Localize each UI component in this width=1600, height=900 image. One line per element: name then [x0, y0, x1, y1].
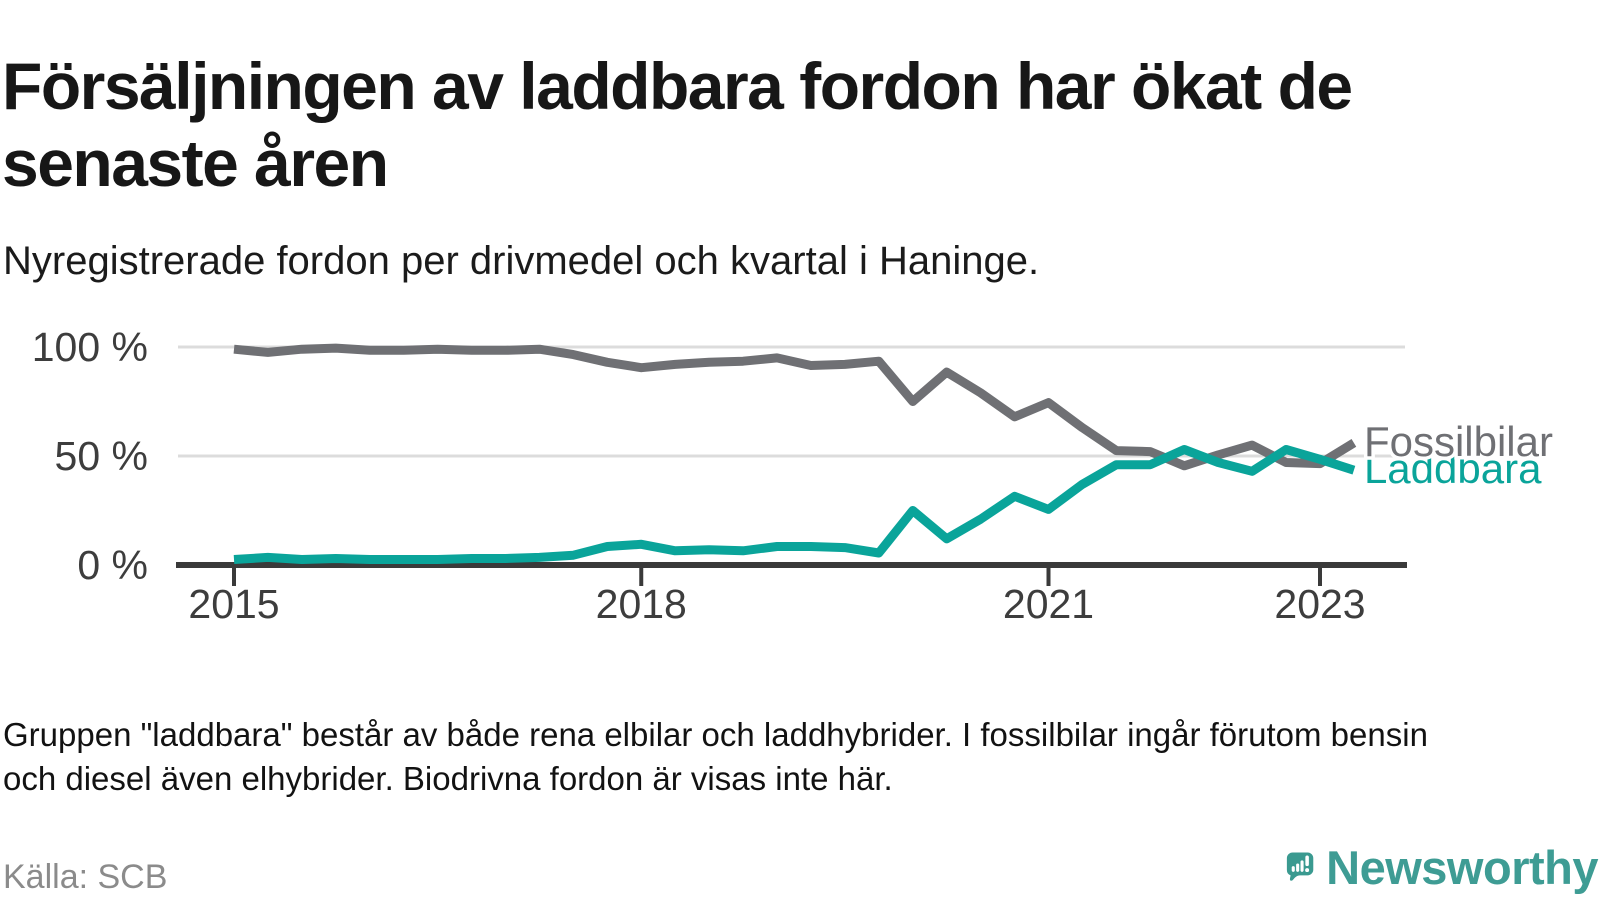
bar-1 [1291, 866, 1295, 872]
chart-footnote: Gruppen "laddbara" består av både rena e… [3, 716, 1428, 797]
y-axis-tick-label-50: 50 % [55, 433, 148, 479]
brand-name: Newsworthy [1326, 840, 1598, 894]
x-axis-tick-label-2021: 2021 [1003, 581, 1094, 627]
series-line-laddbara [233, 445, 1356, 564]
source-label: Källa: SCB [3, 858, 168, 896]
y-axis-tick-label-100: 100 % [32, 324, 148, 370]
exclamation-bar [1305, 855, 1309, 867]
speech-bubble-shape [1286, 852, 1314, 881]
bar-2 [1296, 863, 1300, 872]
chart-subtitle: Nyregistrerade fordon per drivmedel och … [3, 239, 1040, 283]
series-label-fossilbilar: Fossilbilar [1364, 418, 1553, 465]
chart-title: Försäljningen av laddbara fordon har öka… [2, 49, 1353, 201]
x-axis-tick-label-2018: 2018 [596, 581, 687, 627]
y-axis-tick-label-0: 0 % [77, 542, 148, 588]
brand-logo: Newsworthy [1286, 834, 1598, 900]
bar-3 [1300, 860, 1304, 872]
x-axis-tick-label-2023: 2023 [1274, 581, 1365, 627]
exclamation-dot [1305, 868, 1310, 873]
newsworthy-speech-bubble-bar-chart-icon [1286, 852, 1314, 881]
x-axis-tick-label-2015: 2015 [188, 581, 279, 627]
series-label-laddbara: Laddbara [1364, 445, 1542, 492]
